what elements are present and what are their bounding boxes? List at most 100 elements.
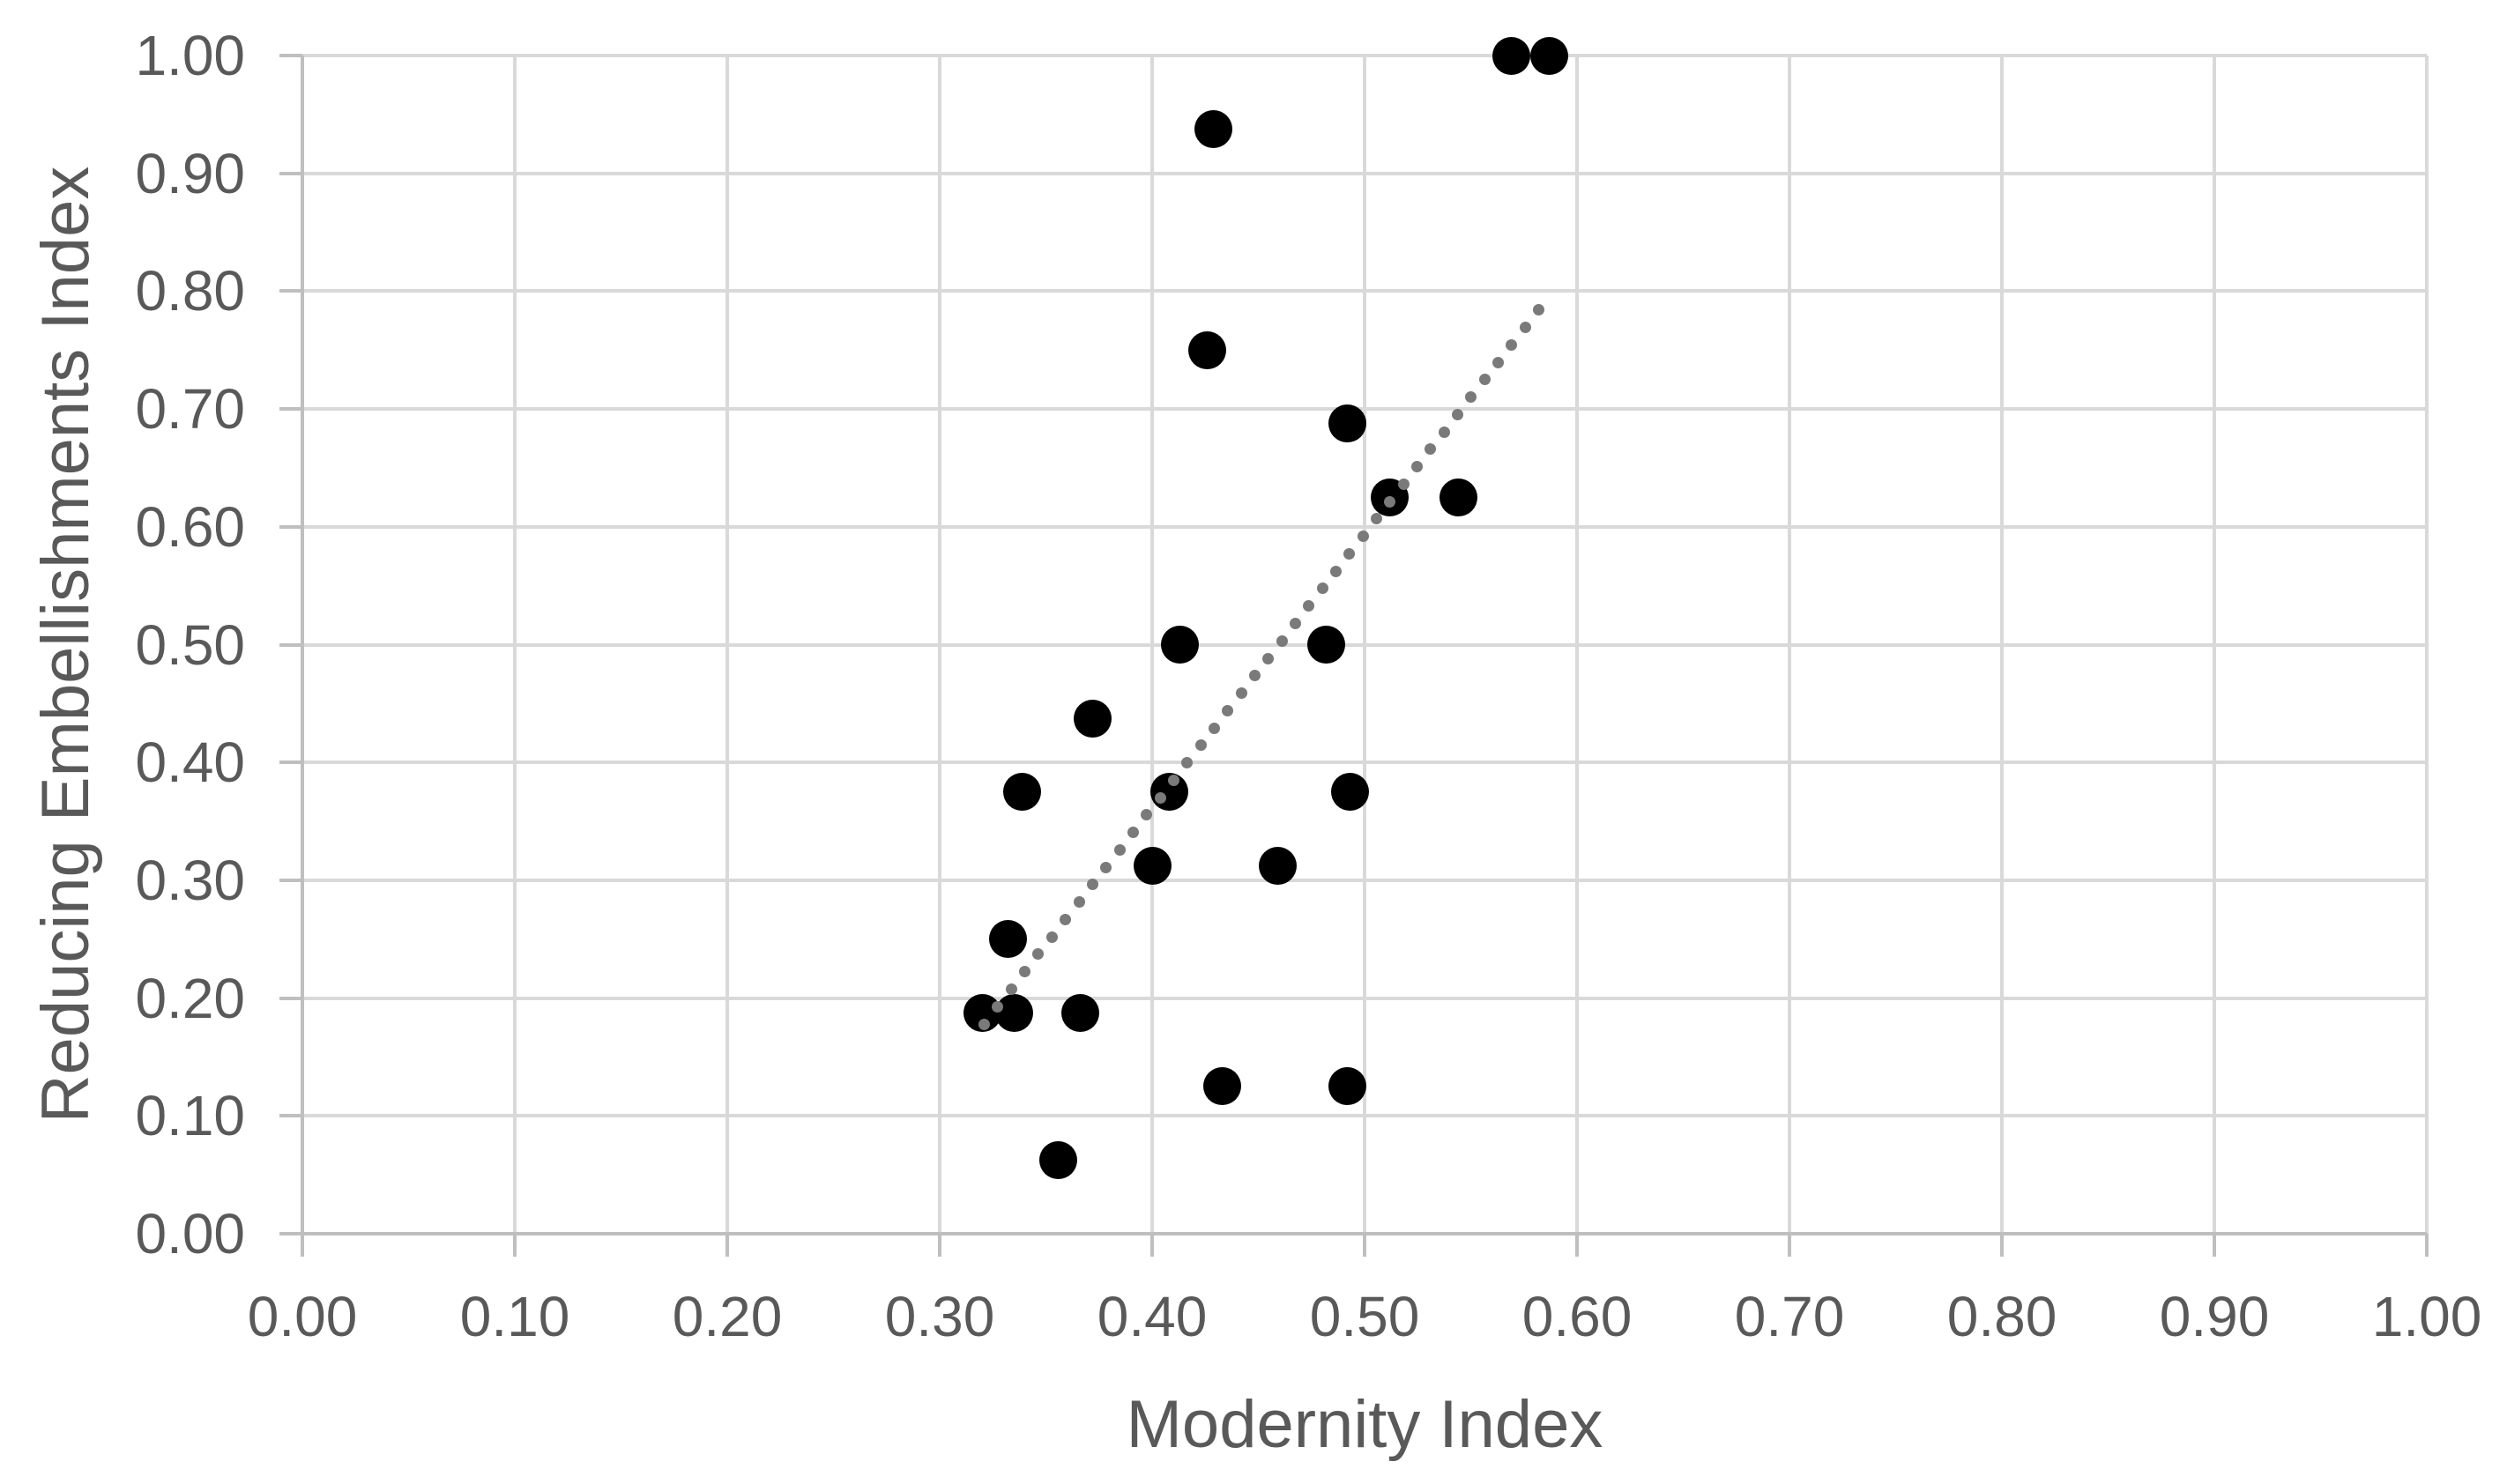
trendline-dot <box>1506 338 1518 351</box>
trendline-dot <box>1019 966 1031 978</box>
x-axis-tick <box>938 1234 941 1257</box>
data-point <box>1060 993 1099 1032</box>
trendline-dot <box>1045 931 1058 943</box>
trendline-dot <box>1127 827 1139 839</box>
trendline-dot <box>1032 948 1045 961</box>
x-axis-tick <box>1363 1234 1366 1257</box>
x-tick-label: 0.00 <box>247 1285 358 1348</box>
trendline-dot <box>1371 513 1383 525</box>
trendline-dot <box>1492 356 1505 368</box>
trendline-dot <box>1452 408 1464 420</box>
x-tick-label: 0.10 <box>459 1285 570 1348</box>
x-axis-tick <box>1788 1234 1791 1257</box>
v-gridline <box>2425 56 2429 1234</box>
data-point <box>1003 773 1042 812</box>
data-point <box>1203 1067 1242 1106</box>
v-gridline <box>1788 56 1791 1234</box>
y-axis-tick <box>279 1232 302 1235</box>
trendline-dot <box>1194 739 1207 752</box>
y-tick-label: 0.80 <box>135 259 245 323</box>
trendline-dot <box>978 1018 991 1030</box>
v-gridline <box>2000 56 2004 1234</box>
data-point <box>1160 626 1199 664</box>
y-axis-line <box>301 56 304 1237</box>
trendline-dot <box>1343 547 1356 560</box>
y-tick-label: 0.20 <box>135 966 245 1030</box>
trendline-dot <box>1357 531 1369 543</box>
y-tick-label: 0.90 <box>135 141 245 205</box>
data-point <box>1307 626 1346 664</box>
y-axis-tick <box>279 642 302 647</box>
trendline-dot <box>1181 757 1194 769</box>
x-tick-label: 0.90 <box>2159 1285 2270 1348</box>
h-gridline <box>302 642 2427 647</box>
x-tick-label: 0.70 <box>1734 1285 1845 1348</box>
x-axis-tick <box>1150 1234 1154 1257</box>
trendline-dot <box>1533 304 1545 316</box>
x-tick-label: 0.60 <box>1521 1285 1633 1348</box>
data-point <box>1492 36 1530 75</box>
trendline-dot <box>1519 322 1531 334</box>
trendline-dot <box>1248 670 1261 682</box>
trendline-dot <box>1222 704 1234 716</box>
trendline-dot <box>1167 774 1179 786</box>
data-point <box>1194 110 1233 149</box>
y-axis-tick <box>279 171 302 175</box>
y-tick-label: 0.40 <box>135 731 245 795</box>
x-tick-label: 0.80 <box>1946 1285 2057 1348</box>
trendline-dot <box>1289 617 1301 629</box>
y-tick-label: 0.60 <box>135 494 245 559</box>
x-axis-title: Modernity Index <box>1126 1387 1603 1462</box>
x-tick-label: 0.20 <box>672 1285 783 1348</box>
h-gridline <box>302 524 2427 529</box>
trendline-dot <box>1208 722 1220 734</box>
x-axis-tick <box>2425 1234 2429 1257</box>
trendline-dot <box>1411 461 1424 473</box>
y-axis-tick <box>279 878 302 882</box>
y-tick-label: 0.00 <box>135 1202 245 1265</box>
trendline-dot <box>1438 426 1450 438</box>
x-tick-label: 0.50 <box>1309 1285 1420 1348</box>
trendline-dot <box>1086 879 1098 891</box>
y-axis-tick <box>279 1114 302 1118</box>
y-axis-tick <box>279 996 302 1000</box>
x-axis-tick <box>513 1234 517 1257</box>
trendline-dot <box>1303 600 1315 612</box>
trendline-dot <box>1100 861 1112 873</box>
trendline-dot <box>1316 582 1328 595</box>
x-axis-tick <box>2000 1234 2004 1257</box>
y-tick-label: 0.30 <box>135 848 245 912</box>
y-axis-title: Reducing Embellishments Index <box>28 166 103 1124</box>
data-point <box>1439 478 1477 516</box>
data-point <box>1258 846 1297 885</box>
v-gridline <box>2213 56 2216 1234</box>
trendline-dot <box>1154 791 1166 804</box>
data-point <box>1188 330 1227 369</box>
trendline-dot <box>1141 809 1153 821</box>
trendline-dot <box>1397 478 1410 490</box>
trendline-dot <box>1262 652 1275 664</box>
trendline-dot <box>1384 495 1396 508</box>
data-point <box>988 920 1027 959</box>
trendline-dot <box>1060 913 1072 925</box>
y-axis-tick <box>279 289 302 293</box>
h-gridline <box>302 171 2427 175</box>
y-axis-tick <box>279 407 302 412</box>
trendline-dot <box>1425 443 1437 456</box>
x-tick-label: 0.30 <box>884 1285 995 1348</box>
x-tick-label: 1.00 <box>2371 1285 2482 1348</box>
v-gridline <box>1575 56 1579 1234</box>
y-axis-tick <box>279 761 302 765</box>
h-gridline <box>302 54 2427 57</box>
x-axis-tick <box>2213 1234 2216 1257</box>
y-tick-label: 0.50 <box>135 612 245 677</box>
trendline-dot <box>1465 391 1477 404</box>
x-axis-tick <box>725 1234 729 1257</box>
trendline-dot <box>1329 565 1342 577</box>
y-axis-tick <box>279 524 302 529</box>
data-point <box>1530 36 1569 75</box>
x-axis-tick <box>301 1234 304 1257</box>
y-tick-label: 0.10 <box>135 1084 245 1148</box>
trendline-dot <box>1478 374 1491 386</box>
